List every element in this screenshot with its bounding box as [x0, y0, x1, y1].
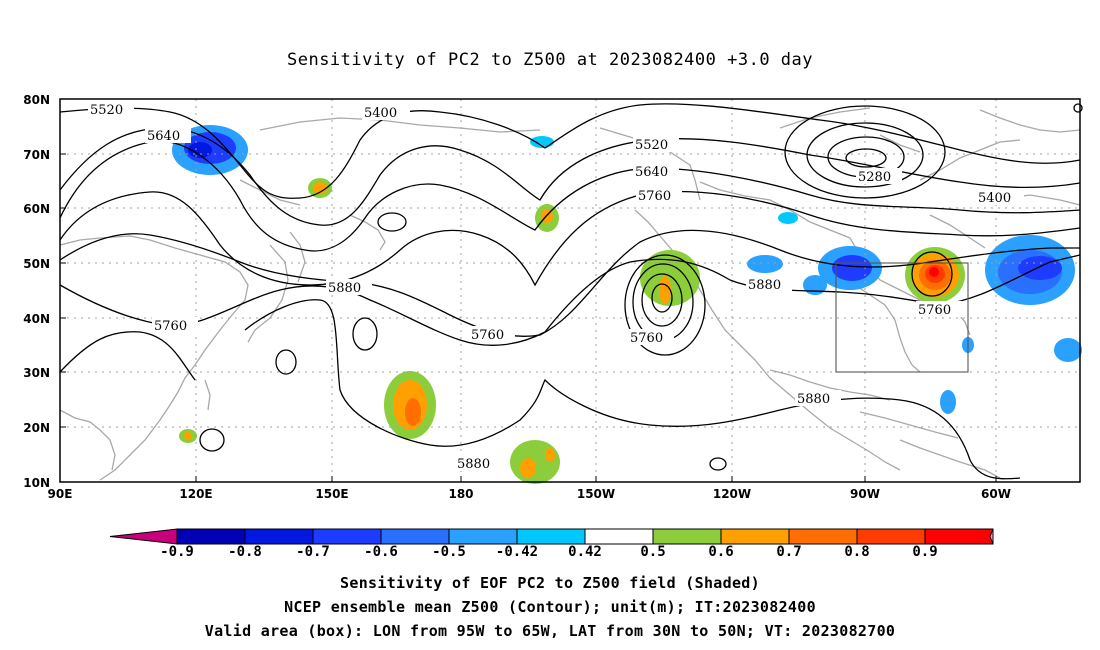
lon-tick-label: 150E	[315, 487, 348, 501]
colorbar-swatch	[312, 528, 382, 545]
caption-line-2: NCEP ensemble mean Z500 (Contour); unit(…	[284, 598, 816, 616]
lat-tick-label: 20N	[23, 421, 50, 435]
contour-label: 5400	[364, 106, 397, 121]
colorbar-label: 0.42	[568, 544, 602, 560]
colorbar-swatch	[244, 528, 314, 545]
contour-label: 5640	[147, 129, 180, 144]
colorbar-label: 0.5	[640, 544, 665, 560]
colorbar-label: 0.9	[912, 544, 937, 560]
contour-label: 5760	[630, 331, 663, 346]
contour-label: 5640	[635, 165, 668, 180]
colorbar-swatch	[989, 528, 994, 545]
contour-label: 5520	[635, 138, 668, 153]
lat-tick-labels: 80N 70N 60N 50N 40N 30N 20N 10N	[23, 93, 50, 490]
contour-label: 5760	[154, 319, 187, 334]
contour-label: 5880	[748, 278, 781, 293]
colorbar-swatch	[856, 528, 926, 545]
lon-tick-label: 150W	[577, 487, 615, 501]
contour-label: 5880	[457, 457, 490, 472]
colorbar-label: -0.42	[496, 544, 538, 560]
caption-line-3: Valid area (box): LON from 95W to 65W, L…	[204, 622, 896, 640]
colorbar-label: -0.9	[160, 544, 194, 560]
colorbar-swatch	[652, 528, 722, 545]
sensitivity-shading	[172, 125, 1082, 484]
lat-tick-label: 30N	[23, 366, 50, 380]
contour-label: 5760	[918, 303, 951, 318]
caption-line-1: Sensitivity of EOF PC2 to Z500 field (Sh…	[340, 574, 760, 592]
colorbar-swatch	[720, 528, 790, 545]
contour-label: 5520	[90, 103, 123, 118]
colorbar-label: -0.7	[296, 544, 330, 560]
lat-tick-label: 70N	[23, 148, 50, 162]
colorbar	[109, 528, 994, 545]
colorbar-swatch	[109, 528, 178, 545]
contour-label: 5280	[858, 170, 891, 185]
contour-label: 5880	[797, 392, 830, 407]
colorbar-label: 0.8	[844, 544, 869, 560]
lat-tick-label: 80N	[23, 93, 50, 107]
colorbar-label: -0.6	[364, 544, 398, 560]
contour-label: 5760	[471, 328, 504, 343]
contour-labels: 5520 5400 5640 5520 5640 5760 5280 5400 …	[88, 101, 1024, 472]
colorbar-swatch	[380, 528, 450, 545]
chart-title: Sensitivity of PC2 to Z500 at 2023082400…	[286, 50, 813, 70]
colorbar-label: 0.7	[776, 544, 801, 560]
colorbar-swatch	[176, 528, 246, 545]
colorbar-swatch	[516, 528, 586, 545]
map-frame	[59, 98, 1081, 483]
colorbar-swatch	[788, 528, 858, 545]
lon-tick-label: 90E	[48, 487, 73, 501]
lon-tick-label: 180	[448, 487, 473, 501]
lat-tick-label: 60N	[23, 202, 50, 216]
colorbar-swatch	[584, 528, 654, 545]
lat-tick-label: 50N	[23, 257, 50, 271]
lat-tick-label: 40N	[23, 312, 50, 326]
lon-tick-label: 90W	[850, 487, 880, 501]
lon-tick-label: 120W	[713, 487, 751, 501]
contour-label: 5760	[638, 189, 671, 204]
lon-tick-label: 60W	[981, 487, 1011, 501]
colorbar-labels: -0.9 -0.8 -0.7 -0.6 -0.5 -0.42 0.42 0.5 …	[160, 544, 938, 560]
z500-contours	[59, 103, 1083, 480]
colorbar-swatch	[448, 528, 518, 545]
lon-tick-labels: 90E 120E 150E 180 150W 120W 90W 60W	[48, 487, 1011, 501]
tick-marks	[60, 98, 997, 482]
colorbar-swatch	[924, 528, 994, 545]
contour-label: 5880	[328, 281, 361, 296]
valid-area-box	[835, 262, 969, 373]
lon-tick-label: 120E	[179, 487, 212, 501]
colorbar-label: -0.5	[432, 544, 466, 560]
colorbar-label: 0.6	[708, 544, 733, 560]
colorbar-label: -0.8	[228, 544, 262, 560]
lat-tick-label: 10N	[23, 476, 50, 490]
contour-label: 5400	[978, 191, 1011, 206]
